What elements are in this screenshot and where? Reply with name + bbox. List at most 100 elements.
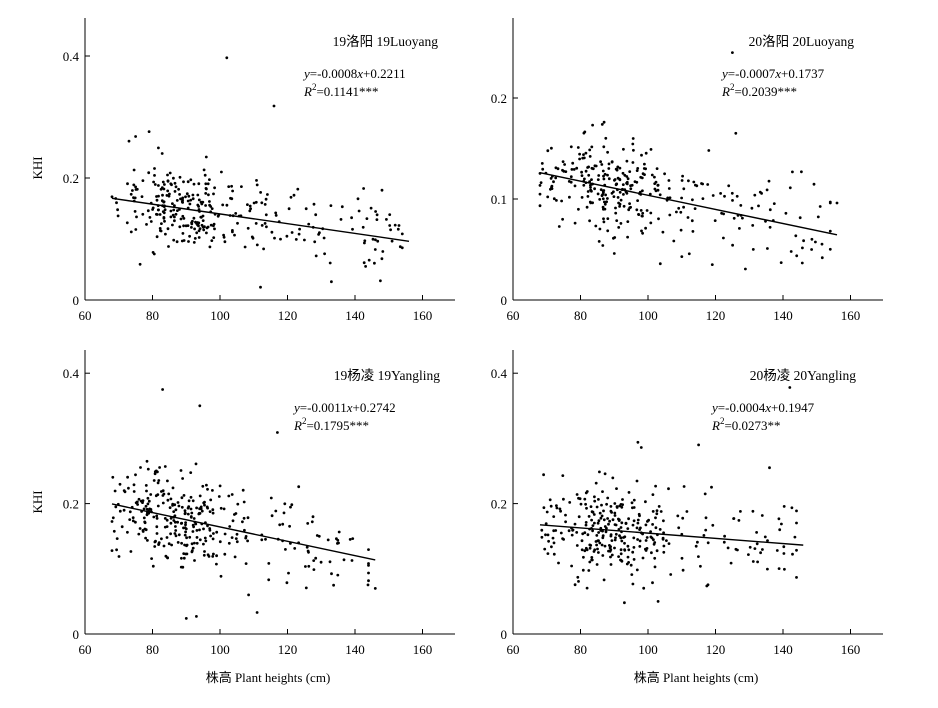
data-point [133, 196, 137, 200]
data-point [266, 193, 269, 196]
data-point [618, 205, 621, 208]
data-point [658, 262, 662, 266]
data-point [694, 544, 698, 548]
data-point [636, 538, 639, 541]
data-point [662, 531, 665, 535]
data-point [151, 206, 155, 210]
data-point [544, 522, 548, 526]
data-point [732, 517, 736, 520]
data-point [259, 285, 262, 289]
data-point [614, 211, 618, 215]
data-point [265, 225, 268, 229]
data-point [632, 519, 636, 523]
data-point [181, 232, 185, 235]
data-point [276, 431, 279, 434]
data-point [262, 247, 265, 251]
data-point [661, 230, 665, 234]
data-point [768, 208, 772, 212]
data-point [318, 231, 321, 235]
data-point [273, 236, 276, 240]
data-point [596, 547, 599, 551]
data-point [814, 240, 817, 244]
data-point [639, 446, 643, 449]
data-point [795, 576, 798, 579]
data-point [577, 496, 580, 500]
data-point [188, 535, 192, 539]
data-point [186, 506, 190, 510]
data-point [580, 170, 583, 174]
data-point [180, 496, 184, 500]
data-point [707, 149, 711, 152]
data-point [397, 224, 401, 227]
data-point [662, 519, 665, 523]
data-point [328, 560, 332, 564]
data-point [585, 205, 589, 209]
data-point [645, 209, 649, 212]
data-point [628, 202, 631, 206]
data-point [128, 510, 132, 514]
data-point [348, 538, 352, 541]
data-point [697, 555, 700, 558]
data-point [601, 554, 605, 557]
data-point [583, 177, 586, 181]
data-point [618, 177, 621, 181]
data-point [618, 202, 622, 206]
data-point [314, 556, 318, 560]
data-point [686, 216, 690, 219]
data-point [589, 201, 593, 205]
data-point [597, 240, 601, 243]
data-point [704, 528, 708, 532]
y-axis-label: KHI [30, 490, 45, 513]
data-point [244, 562, 248, 565]
data-point [163, 517, 167, 520]
data-point [132, 168, 136, 172]
data-point [581, 532, 585, 536]
data-point [278, 523, 282, 527]
data-point [590, 145, 594, 149]
data-point [736, 548, 739, 552]
data-point [663, 172, 666, 176]
data-point [222, 233, 226, 237]
data-point [580, 174, 584, 178]
data-point [227, 185, 231, 189]
data-point [595, 534, 599, 537]
data-point [198, 494, 202, 498]
data-point [668, 196, 672, 200]
data-point [546, 533, 550, 537]
data-point [653, 565, 657, 569]
r-squared: R2=0.1141*** [303, 82, 379, 99]
data-point [691, 198, 694, 202]
data-point [584, 502, 587, 506]
data-point [828, 247, 832, 251]
data-point [795, 509, 798, 513]
data-point [601, 197, 605, 201]
data-point [274, 211, 278, 215]
x-tick-label: 120 [278, 642, 298, 657]
data-point [561, 160, 565, 164]
data-point [134, 185, 138, 189]
data-point [225, 203, 229, 207]
data-point [549, 504, 553, 508]
data-point [632, 546, 636, 549]
data-point [163, 219, 166, 223]
data-point [298, 227, 301, 231]
data-point [285, 234, 289, 238]
data-point [580, 539, 584, 543]
data-point [568, 195, 571, 199]
data-point [212, 552, 215, 556]
data-point [626, 527, 630, 530]
data-point [629, 205, 632, 209]
data-point [117, 555, 121, 558]
data-point [221, 203, 225, 207]
data-point [627, 491, 631, 494]
data-point [636, 521, 640, 525]
regression-equation: y=-0.0004x+0.1947 [710, 400, 815, 415]
data-point [161, 180, 165, 184]
data-point [330, 280, 333, 284]
data-point [204, 155, 208, 159]
data-point [129, 550, 133, 553]
data-point [270, 230, 274, 234]
r-squared: R2=0.1795*** [293, 416, 369, 433]
data-point [155, 525, 159, 529]
data-point [650, 551, 653, 555]
